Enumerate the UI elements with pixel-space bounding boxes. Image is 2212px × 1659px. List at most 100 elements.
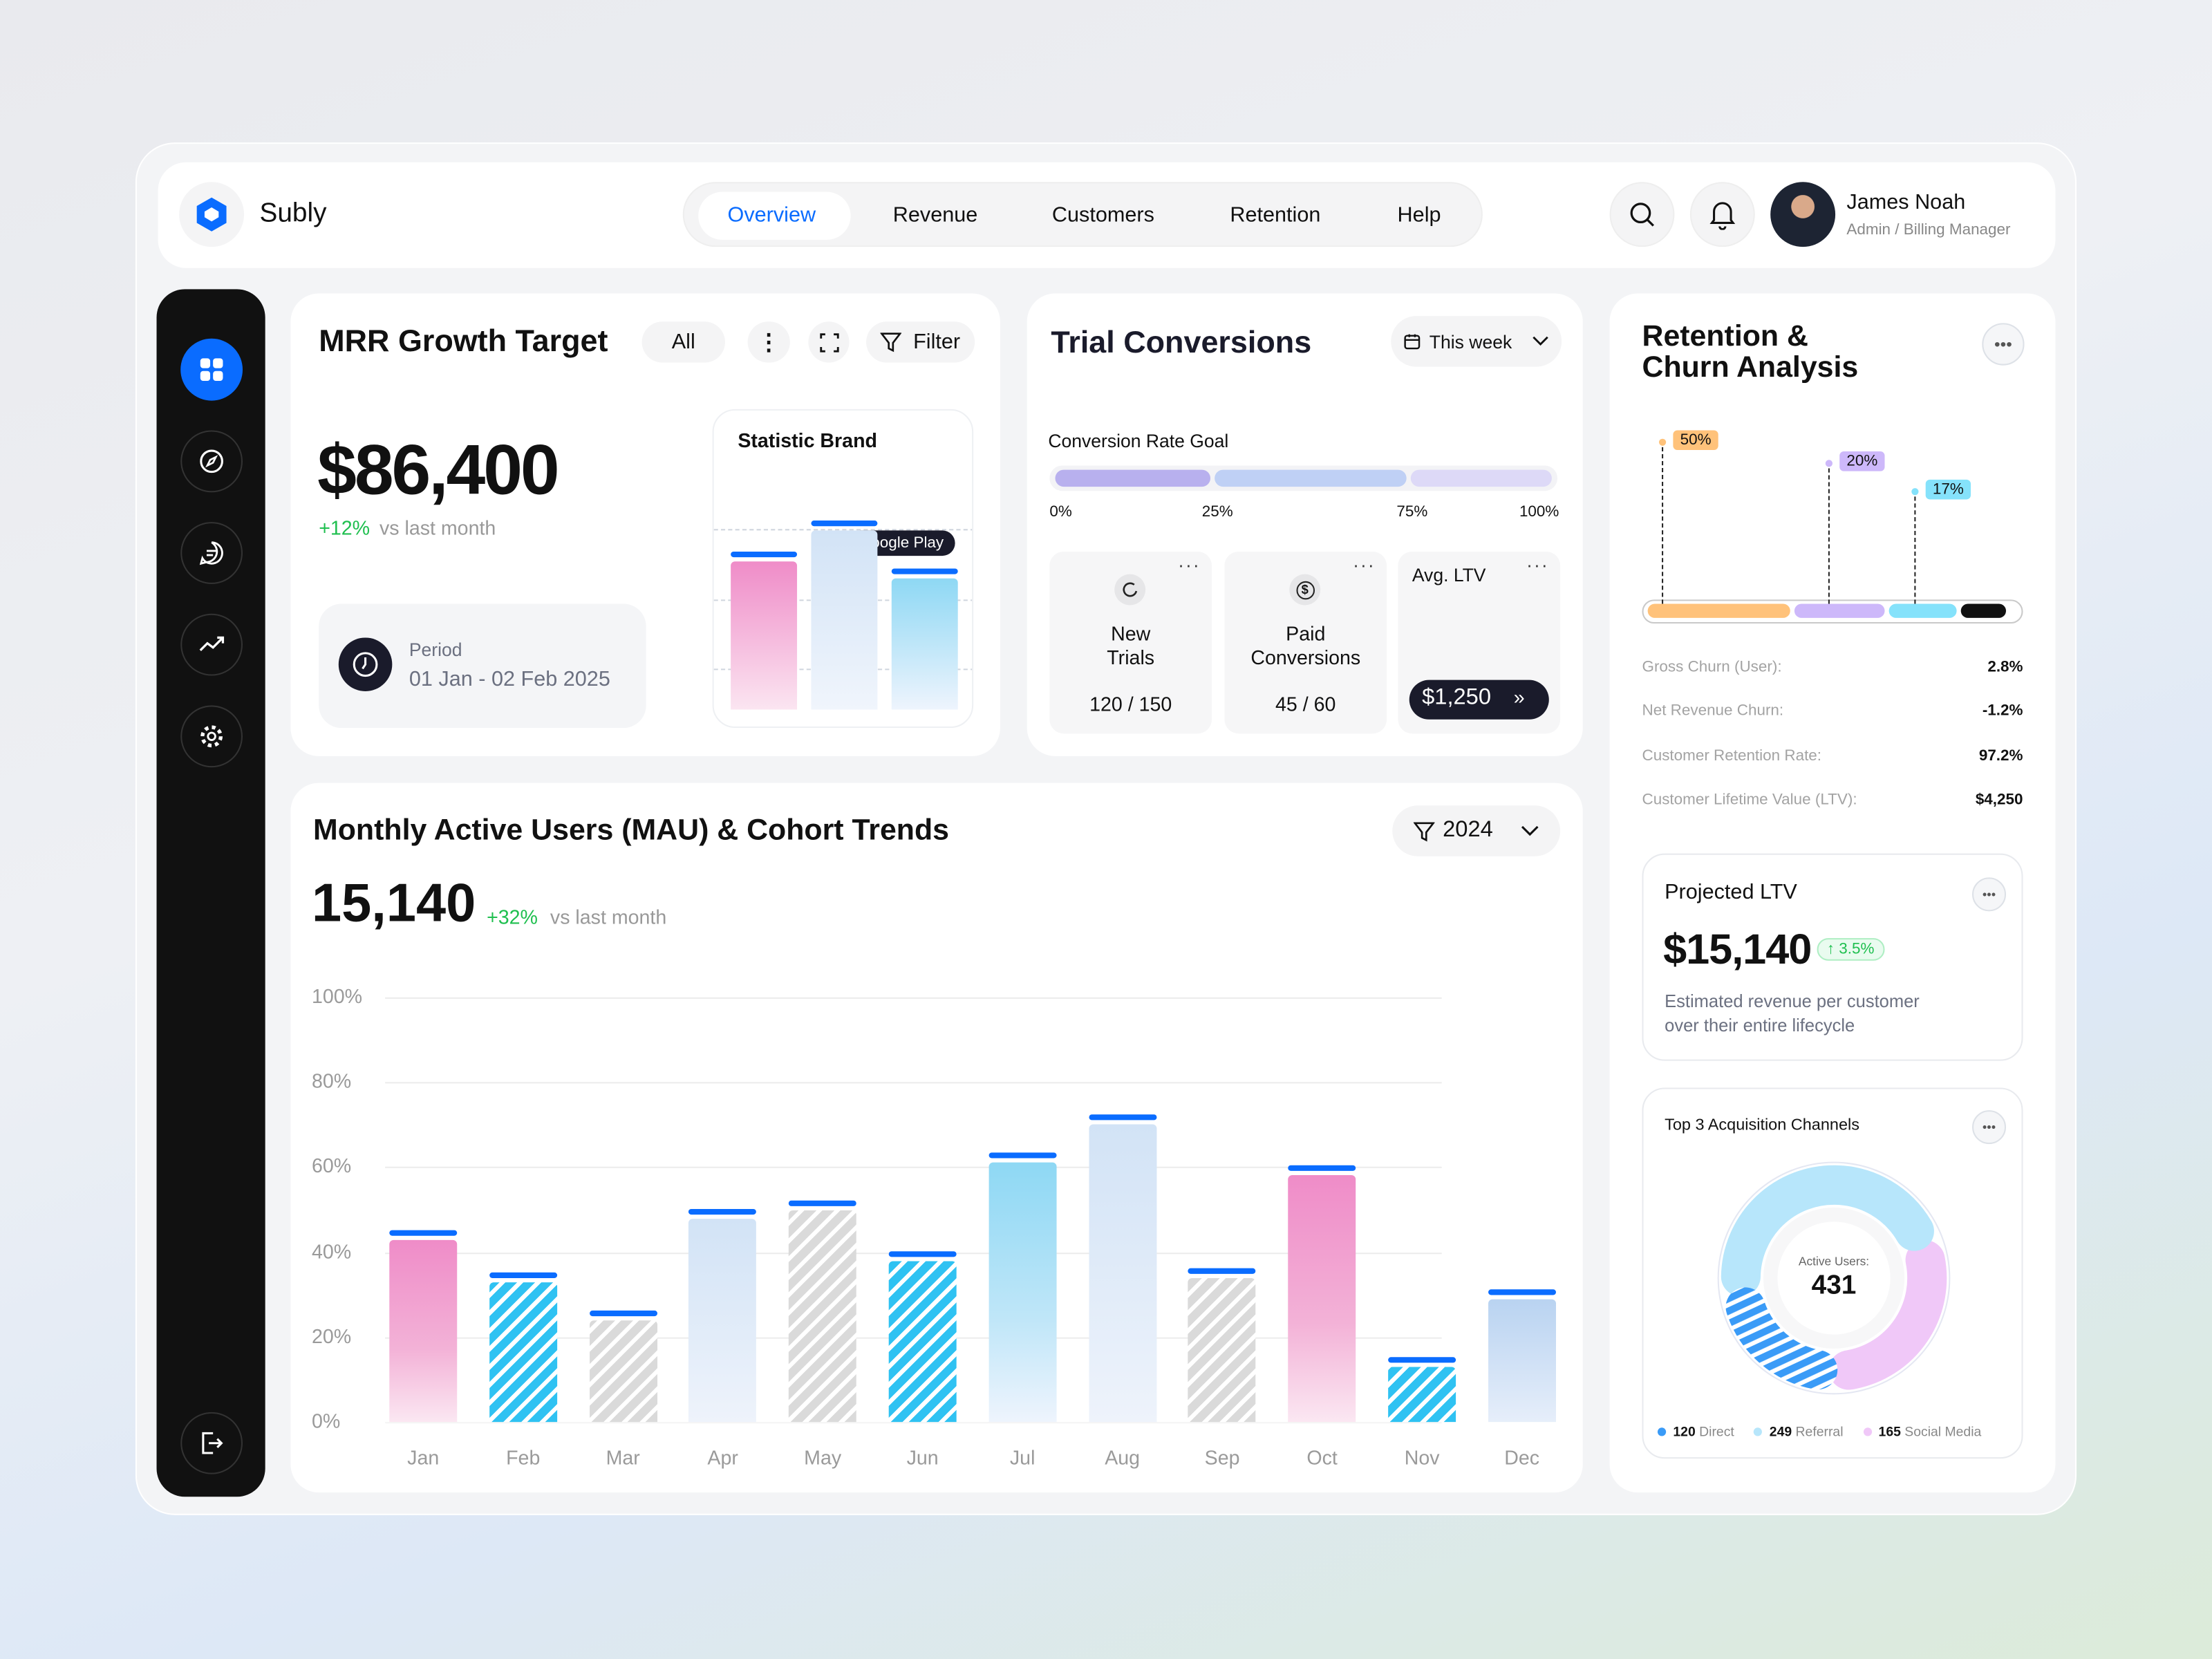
period-box[interactable]: Period 01 Jan - 02 Feb 2025	[319, 603, 646, 729]
legend-count: 120	[1673, 1425, 1696, 1441]
ltv-value: $15,140	[1663, 926, 1812, 974]
new-trials-card[interactable]: ··· New Trials 120 / 150	[1049, 551, 1212, 734]
donut-center-value: 431	[1811, 1271, 1857, 1301]
tab-customers[interactable]: Customers	[1051, 203, 1154, 227]
ltv-description: Estimated revenue per customer over their…	[1665, 991, 1920, 1038]
tab-help[interactable]: Help	[1397, 203, 1441, 227]
metric-value: 97.2%	[1978, 747, 2023, 765]
ltv-title: Projected LTV	[1665, 880, 1797, 905]
sidebar-item-messages[interactable]	[180, 522, 243, 584]
y-tick-label: 0%	[312, 1409, 341, 1432]
channels-more-button[interactable]: •••	[1972, 1110, 2007, 1145]
tab-retention[interactable]: Retention	[1230, 203, 1321, 227]
brand-bar	[891, 577, 958, 710]
bar-cap	[789, 1199, 857, 1206]
new-trials-label: New Trials	[1049, 622, 1212, 670]
range-dropdown[interactable]: This week	[1391, 316, 1562, 367]
search-button[interactable]	[1609, 182, 1675, 247]
legend-label: Referral	[1795, 1425, 1844, 1441]
donut-segment-referral[interactable]	[1721, 1165, 1947, 1391]
mrr-change-label: vs last month	[379, 516, 496, 539]
compass-icon	[200, 449, 223, 474]
x-tick-label: Feb	[506, 1445, 541, 1469]
filter-button[interactable]: Filter	[866, 321, 975, 363]
tab-overview[interactable]: Overview	[727, 203, 816, 227]
donut-segment-social-media[interactable]	[1721, 1165, 1947, 1391]
user-role: Admin / Billing Manager	[1846, 221, 2011, 238]
logout-button[interactable]	[180, 1412, 243, 1474]
bar-may[interactable]	[789, 1209, 857, 1423]
avg-ltv-label: Avg. LTV	[1412, 564, 1486, 585]
logo[interactable]	[179, 182, 245, 247]
churn-segment	[1794, 603, 1885, 618]
notifications-button[interactable]	[1689, 182, 1755, 247]
retention-more-button[interactable]: •••	[1982, 323, 2025, 366]
sidebar-item-dashboard[interactable]	[180, 338, 243, 401]
bar-jul[interactable]	[988, 1163, 1057, 1423]
clock-icon	[338, 637, 393, 691]
ltv-change-badge: ↑ 3.5%	[1817, 938, 1884, 961]
channels-title: Top 3 Acquisition Channels	[1665, 1117, 1859, 1134]
bar-oct[interactable]	[1288, 1175, 1356, 1423]
churn-percent-tag: 50%	[1673, 430, 1718, 451]
tab-revenue[interactable]: Revenue	[892, 203, 978, 227]
sidebar-item-settings[interactable]	[180, 705, 243, 768]
donut-segment-direct[interactable]	[1721, 1165, 1947, 1391]
sidebar	[156, 289, 265, 1497]
more-icon[interactable]: ···	[1526, 554, 1549, 576]
goal-tick: 75%	[1396, 503, 1428, 521]
bar-jun[interactable]	[888, 1260, 957, 1423]
bar-apr[interactable]	[688, 1218, 757, 1423]
bar-cap	[1188, 1267, 1257, 1274]
brand-chart-title: Statistic Brand	[738, 429, 877, 452]
x-tick-label: Sep	[1204, 1445, 1240, 1469]
more-icon[interactable]: ···	[1353, 554, 1376, 576]
bar-feb[interactable]	[489, 1282, 557, 1423]
chat-icon	[199, 541, 223, 565]
filter-all-button[interactable]: All	[641, 321, 725, 363]
sidebar-item-analytics[interactable]	[180, 613, 243, 676]
x-tick-label: Jul	[1009, 1445, 1035, 1469]
bar-jan[interactable]	[389, 1239, 458, 1423]
goal-segment	[1215, 469, 1407, 487]
expand-button[interactable]	[808, 321, 850, 363]
title-line: Churn Analysis	[1642, 351, 1859, 384]
label-line: Paid	[1286, 621, 1326, 645]
more-icon: •••	[1994, 334, 2012, 355]
year-dropdown[interactable]: 2024	[1392, 805, 1561, 856]
bar-aug[interactable]	[1088, 1125, 1156, 1423]
bar-sep[interactable]	[1188, 1277, 1257, 1423]
sidebar-item-explore[interactable]	[180, 430, 243, 493]
ltv-more-button[interactable]: •••	[1972, 877, 2007, 912]
bar-nov[interactable]	[1388, 1367, 1456, 1423]
avg-ltv-card[interactable]: ··· Avg. LTV $1,250 »	[1398, 551, 1561, 734]
churn-segment	[1960, 603, 2007, 618]
user-name: James Noah	[1846, 190, 1966, 215]
bar-cap	[389, 1229, 458, 1235]
brand-bar	[811, 529, 878, 710]
acquisition-channels-card: Top 3 Acquisition Channels ••• Active Us…	[1642, 1087, 2023, 1459]
legend-label: Direct	[1699, 1425, 1734, 1441]
more-icon[interactable]: ···	[1178, 554, 1201, 576]
bar-dec[interactable]	[1488, 1298, 1556, 1423]
avatar[interactable]	[1770, 182, 1836, 247]
metric-value: $4,250	[1975, 791, 2023, 809]
metric-row: Customer Retention Rate: 97.2%	[1642, 748, 2023, 765]
avg-ltv-button[interactable]: $1,250 »	[1409, 679, 1549, 720]
paid-conversions-card[interactable]: ··· $ Paid Conversions 45 / 60	[1224, 551, 1387, 734]
marker-dot	[1658, 438, 1667, 446]
range-label: This week	[1429, 330, 1512, 353]
logout-icon	[202, 1432, 223, 1454]
x-tick-label: Mar	[606, 1445, 640, 1469]
mau-change: +32%	[487, 906, 538, 928]
legend-item: 165 Social Media	[1863, 1425, 1982, 1441]
brand-bar	[731, 561, 798, 710]
main-nav: Overview Revenue Customers Retention Hel…	[682, 182, 1483, 247]
y-tick-label: 40%	[312, 1239, 352, 1262]
metric-value: 2.8%	[1987, 659, 2023, 676]
bar-mar[interactable]	[589, 1320, 657, 1423]
new-trials-value: 120 / 150	[1089, 693, 1172, 715]
marker-line	[1828, 468, 1830, 604]
legend-label: Social Media	[1904, 1425, 1982, 1441]
more-options-button[interactable]: ⋮	[747, 321, 790, 363]
